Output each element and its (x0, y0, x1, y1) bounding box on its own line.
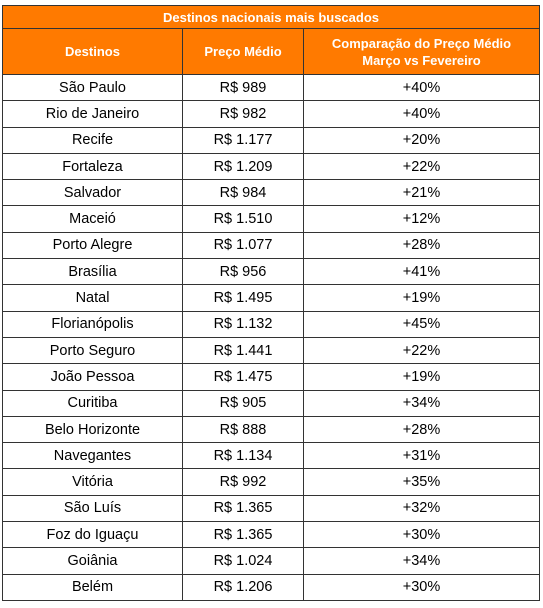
destinations-table-container: Destinos nacionais mais buscados Destino… (2, 5, 540, 601)
table-row: Belo Horizonte R$ 888 +28% (2, 415, 540, 444)
table-row: Rio de Janeiro R$ 982 +40% (2, 100, 540, 128)
cell-destino: João Pessoa (2, 363, 183, 391)
table-row: Brasília R$ 956 +41% (2, 258, 540, 286)
cell-comparacao: +12% (303, 205, 540, 233)
table-row: João Pessoa R$ 1.475 +19% (2, 363, 540, 391)
cell-preco: R$ 1.024 (182, 547, 304, 575)
table-row: Vitória R$ 992 +35% (2, 468, 540, 496)
header-destino: Destinos (2, 28, 183, 75)
cell-destino: Belém (2, 573, 183, 601)
cell-comparacao: +30% (303, 521, 540, 549)
table-title: Destinos nacionais mais buscados (2, 5, 540, 29)
destinations-table: Destinos nacionais mais buscados Destino… (2, 5, 540, 601)
table-row: Porto Seguro R$ 1.441 +22% (2, 336, 540, 365)
cell-destino: Fortaleza (2, 152, 183, 181)
cell-destino: Vitória (2, 468, 183, 496)
cell-preco: R$ 1.209 (182, 152, 304, 181)
cell-destino: Natal (2, 284, 183, 312)
cell-preco: R$ 888 (182, 415, 304, 444)
cell-destino: Porto Alegre (2, 231, 183, 260)
table-row: Recife R$ 1.177 +20% (2, 126, 540, 154)
cell-preco: R$ 905 (182, 389, 304, 417)
cell-destino: São Luís (2, 494, 183, 523)
cell-comparacao: +21% (303, 179, 540, 207)
cell-comparacao: +31% (303, 442, 540, 470)
cell-destino: Brasília (2, 258, 183, 286)
table-row: Goiânia R$ 1.024 +34% (2, 547, 540, 575)
table-row: Porto Alegre R$ 1.077 +28% (2, 231, 540, 260)
cell-comparacao: +30% (303, 573, 540, 601)
cell-comparacao: +45% (303, 310, 540, 338)
cell-preco: R$ 982 (182, 100, 304, 128)
table-row: São Luís R$ 1.365 +32% (2, 494, 540, 523)
table-row: Fortaleza R$ 1.209 +22% (2, 152, 540, 181)
cell-comparacao: +28% (303, 415, 540, 444)
cell-destino: Curitiba (2, 389, 183, 417)
cell-preco: R$ 1.206 (182, 573, 304, 601)
cell-destino: Rio de Janeiro (2, 100, 183, 128)
cell-comparacao: +22% (303, 152, 540, 181)
cell-preco: R$ 1.365 (182, 521, 304, 549)
table-row: São Paulo R$ 989 +40% (2, 73, 540, 102)
table-header-row: Destinos Preço Médio Comparação do Preço… (2, 28, 540, 75)
table-row: Natal R$ 1.495 +19% (2, 284, 540, 312)
cell-destino: Recife (2, 126, 183, 154)
table-row: Belém R$ 1.206 +30% (2, 573, 540, 601)
cell-preco: R$ 984 (182, 179, 304, 207)
cell-comparacao: +34% (303, 547, 540, 575)
cell-comparacao: +41% (303, 258, 540, 286)
table-row: Maceió R$ 1.510 +12% (2, 205, 540, 233)
cell-comparacao: +22% (303, 336, 540, 365)
cell-preco: R$ 1.495 (182, 284, 304, 312)
header-comparacao-line1: Comparação do Preço Médio (331, 35, 512, 51)
cell-preco: R$ 992 (182, 468, 304, 496)
cell-destino: Goiânia (2, 547, 183, 575)
cell-destino: Porto Seguro (2, 336, 183, 365)
cell-comparacao: +40% (303, 73, 540, 102)
cell-preco: R$ 989 (182, 73, 304, 102)
cell-preco: R$ 1.077 (182, 231, 304, 260)
cell-comparacao: +20% (303, 126, 540, 154)
cell-comparacao: +19% (303, 363, 540, 391)
cell-destino: Florianópolis (2, 310, 183, 338)
cell-preco: R$ 1.177 (182, 126, 304, 154)
table-row: Curitiba R$ 905 +34% (2, 389, 540, 417)
cell-destino: Belo Horizonte (2, 415, 183, 444)
cell-comparacao: +28% (303, 231, 540, 260)
cell-destino: Maceió (2, 205, 183, 233)
table-row: Foz do Iguaçu R$ 1.365 +30% (2, 521, 540, 549)
table-row: Navegantes R$ 1.134 +31% (2, 442, 540, 470)
cell-comparacao: +19% (303, 284, 540, 312)
header-preco: Preço Médio (182, 28, 304, 75)
cell-preco: R$ 1.132 (182, 310, 304, 338)
cell-destino: Navegantes (2, 442, 183, 470)
cell-preco: R$ 1.510 (182, 205, 304, 233)
cell-comparacao: +32% (303, 494, 540, 523)
header-comparacao-line2: Março vs Fevereiro (362, 52, 481, 68)
cell-comparacao: +35% (303, 468, 540, 496)
table-title-row: Destinos nacionais mais buscados (2, 5, 540, 29)
cell-preco: R$ 1.134 (182, 442, 304, 470)
cell-preco: R$ 1.441 (182, 336, 304, 365)
cell-comparacao: +34% (303, 389, 540, 417)
header-comparacao: Comparação do Preço Médio Março vs Fever… (303, 28, 540, 75)
cell-destino: São Paulo (2, 73, 183, 102)
table-row: Salvador R$ 984 +21% (2, 179, 540, 207)
table-body: São Paulo R$ 989 +40% Rio de Janeiro R$ 982 +… (2, 73, 540, 601)
cell-destino: Foz do Iguaçu (2, 521, 183, 549)
cell-preco: R$ 956 (182, 258, 304, 286)
cell-preco: R$ 1.475 (182, 363, 304, 391)
table-row: Florianópolis R$ 1.132 +45% (2, 310, 540, 338)
cell-comparacao: +40% (303, 100, 540, 128)
cell-destino: Salvador (2, 179, 183, 207)
cell-preco: R$ 1.365 (182, 494, 304, 523)
